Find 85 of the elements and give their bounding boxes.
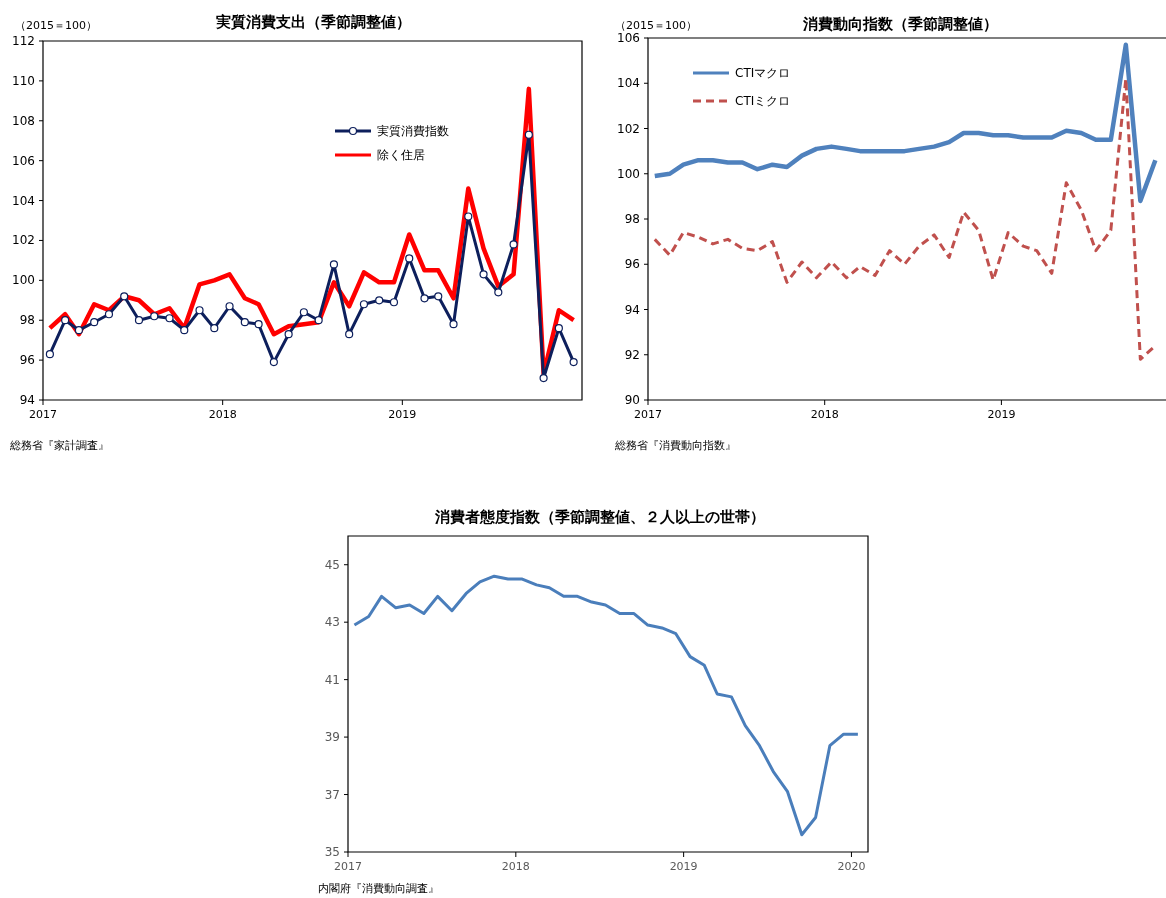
legend-label: 実質消費指数 bbox=[377, 124, 449, 138]
y-axis-title: （2015＝100） bbox=[15, 19, 97, 32]
point bbox=[299, 308, 308, 317]
legend-label: CTIマクロ bbox=[735, 66, 791, 80]
point bbox=[225, 302, 234, 311]
x-tick-label: 2018 bbox=[208, 408, 237, 421]
y-tick-label: 43 bbox=[324, 615, 340, 630]
point bbox=[420, 294, 429, 303]
x-tick-label: 2017 bbox=[334, 860, 362, 873]
point bbox=[434, 292, 443, 301]
x-tick-label: 2017 bbox=[29, 408, 57, 421]
legend-label: CTIミクロ bbox=[735, 94, 791, 108]
y-tick-label: 90 bbox=[624, 393, 640, 407]
y-tick-label: 104 bbox=[12, 193, 35, 208]
line-series bbox=[352, 574, 860, 837]
point bbox=[180, 326, 189, 335]
y-tick-label: 35 bbox=[324, 845, 340, 859]
chart-title: 消費者態度指数（季節調整値、２人以上の世帯） bbox=[434, 508, 765, 526]
x-tick-label: 2017 bbox=[634, 408, 662, 421]
text: 総務省『消費動向指数』 bbox=[614, 439, 736, 452]
x-tick-label: 2019 bbox=[669, 860, 698, 873]
y-tick-label: 100 bbox=[617, 166, 640, 181]
text: 内閣府『消費動向調査』 bbox=[318, 882, 439, 895]
point bbox=[165, 314, 174, 323]
y-tick-label: 104 bbox=[617, 76, 640, 91]
point bbox=[254, 320, 263, 329]
y-tick-label: 96 bbox=[19, 353, 35, 368]
point bbox=[359, 300, 369, 309]
x-tick-label: 2018 bbox=[501, 860, 530, 873]
chart-title: 実質消費支出（季節調整値） bbox=[214, 13, 411, 31]
point bbox=[134, 316, 144, 325]
y-tick-label: 98 bbox=[19, 313, 35, 328]
y-tick-label: 102 bbox=[12, 233, 35, 248]
point bbox=[45, 350, 54, 359]
point bbox=[554, 324, 563, 333]
line-series bbox=[652, 42, 1158, 204]
y-tick-label: 94 bbox=[624, 302, 640, 317]
chart-title: 消費動向指数（季節調整値） bbox=[801, 15, 998, 33]
y-tick-label: 112 bbox=[12, 34, 35, 48]
point bbox=[329, 260, 339, 269]
y-tick-label: 106 bbox=[12, 153, 35, 168]
y-tick-label: 110 bbox=[12, 73, 35, 88]
point bbox=[539, 373, 548, 383]
y-tick-label: 108 bbox=[12, 113, 35, 128]
x-tick-label: 2019 bbox=[987, 408, 1016, 421]
x-tick-label: 2018 bbox=[810, 408, 839, 421]
y-tick-label: 92 bbox=[624, 347, 640, 362]
point bbox=[449, 320, 458, 329]
point bbox=[90, 318, 99, 327]
point bbox=[479, 270, 488, 279]
y-tick-label: 98 bbox=[624, 212, 640, 226]
y-tick-label: 96 bbox=[624, 257, 640, 272]
y-tick-label: 100 bbox=[12, 273, 35, 288]
point bbox=[150, 312, 159, 321]
point bbox=[120, 292, 129, 301]
x-tick-label: 2019 bbox=[388, 408, 417, 421]
point bbox=[509, 240, 518, 249]
point bbox=[269, 358, 278, 367]
point bbox=[494, 288, 503, 297]
point bbox=[389, 298, 399, 307]
y-tick-label: 39 bbox=[324, 730, 340, 745]
point bbox=[61, 316, 70, 325]
y-tick-label: 94 bbox=[19, 393, 35, 407]
y-tick-label: 45 bbox=[324, 557, 340, 572]
y-tick-label: 41 bbox=[324, 672, 340, 687]
point bbox=[405, 254, 414, 263]
point bbox=[74, 326, 84, 335]
y-tick-label: 102 bbox=[617, 121, 640, 136]
point bbox=[210, 324, 219, 333]
text: 総務省『家計調査』 bbox=[9, 439, 109, 452]
point bbox=[375, 296, 384, 305]
point bbox=[524, 130, 533, 139]
x-tick-label: 2020 bbox=[837, 860, 866, 873]
y-axis-title: （2015＝100） bbox=[615, 19, 697, 32]
point bbox=[104, 310, 114, 319]
point bbox=[569, 358, 578, 367]
point bbox=[240, 318, 249, 327]
point bbox=[195, 306, 204, 315]
y-tick-label: 106 bbox=[617, 31, 640, 45]
point bbox=[464, 212, 473, 221]
y-tick-label: 37 bbox=[324, 787, 340, 802]
point bbox=[284, 330, 293, 339]
point bbox=[345, 330, 354, 339]
point bbox=[314, 316, 323, 325]
legend-label: 除く住居 bbox=[377, 148, 425, 162]
